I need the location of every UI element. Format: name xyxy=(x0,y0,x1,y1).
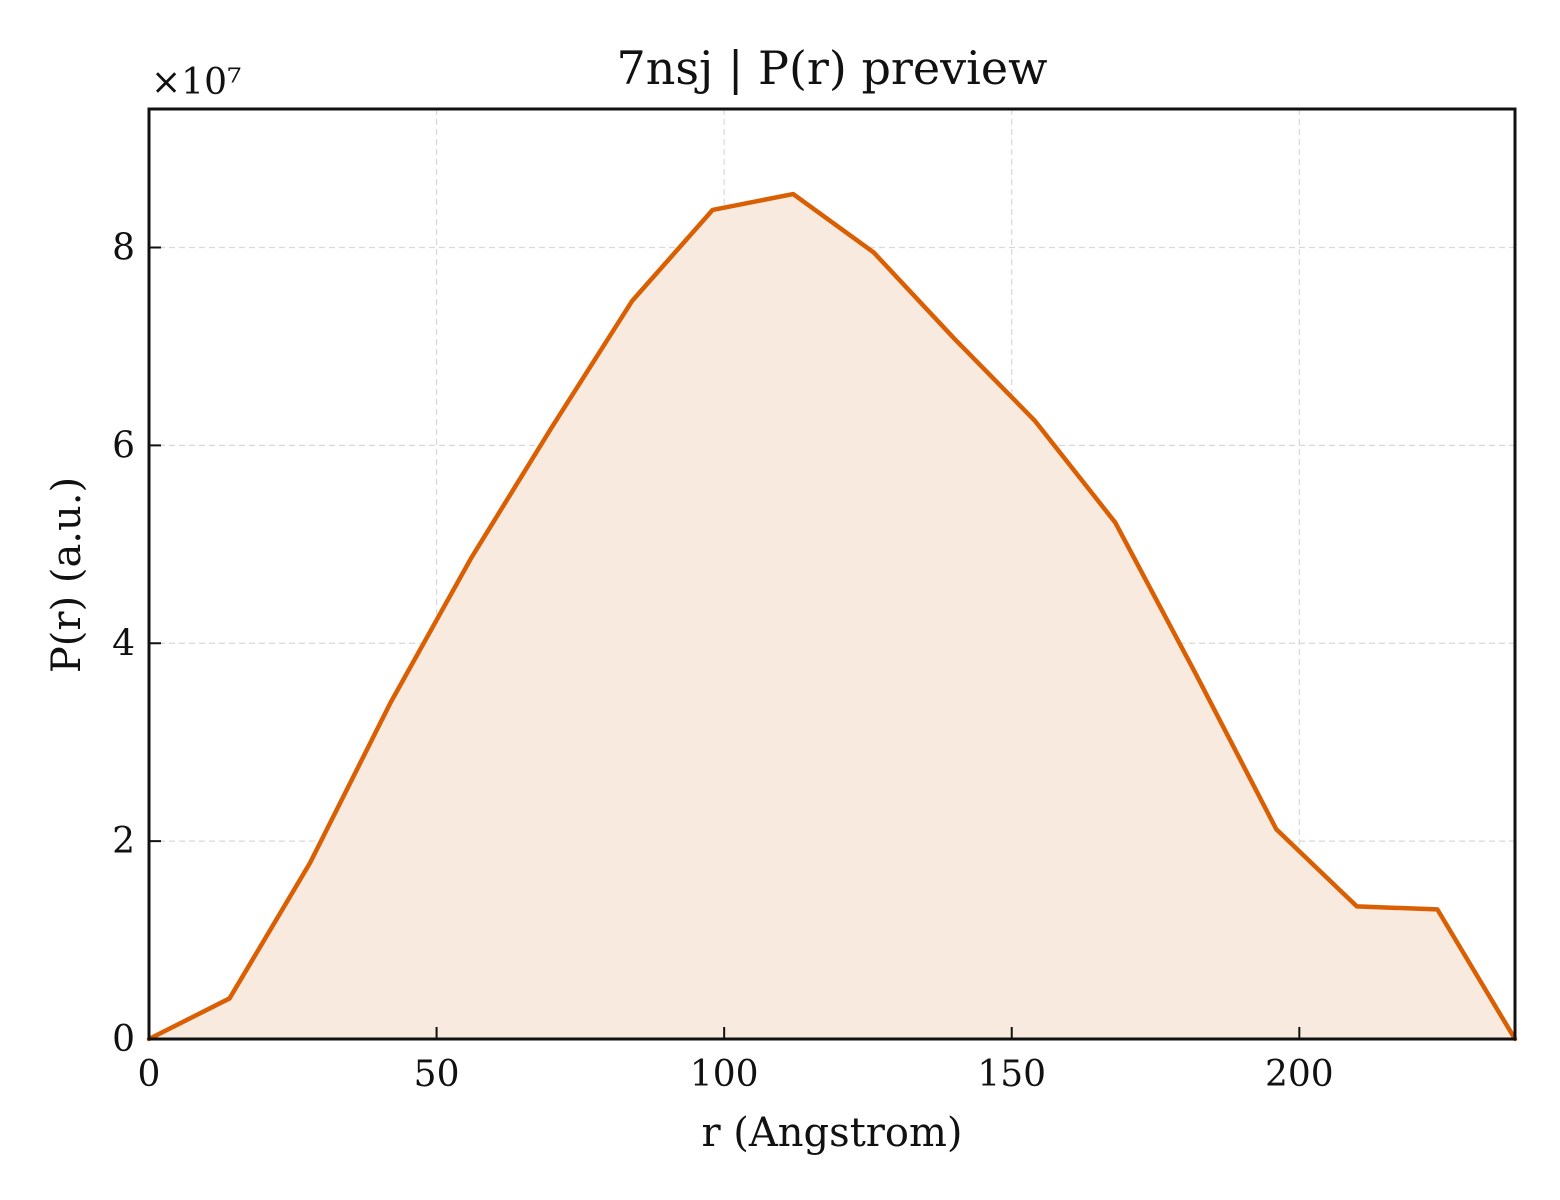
y-tick-label: 6 xyxy=(112,425,135,466)
x-tick-label: 50 xyxy=(414,1054,460,1095)
x-tick-label: 0 xyxy=(138,1054,161,1095)
pr-series-line xyxy=(146,191,1518,1042)
tick-layer: 0 50 100 150 200 0 2 4 6 8 xyxy=(112,228,1334,1095)
y-tick-label: 2 xyxy=(112,821,135,862)
y-tick-label: 8 xyxy=(112,228,135,269)
x-axis-label: r (Angstrom) xyxy=(701,1110,962,1156)
x-tick-label: 200 xyxy=(1265,1054,1334,1095)
y-axis-label: P(r) (a.u.) xyxy=(44,477,90,673)
y-tick-label: 4 xyxy=(112,623,135,664)
chart-title: 7nsj | P(r) preview xyxy=(617,41,1048,95)
plot-frame xyxy=(147,107,1517,1041)
y-multiplier-label: ×10⁷ xyxy=(151,62,241,103)
pr-area-fill xyxy=(149,194,1515,1040)
x-tick-label: 150 xyxy=(977,1054,1046,1095)
y-tick-label: 0 xyxy=(112,1019,135,1060)
x-tick-label: 100 xyxy=(690,1054,759,1095)
